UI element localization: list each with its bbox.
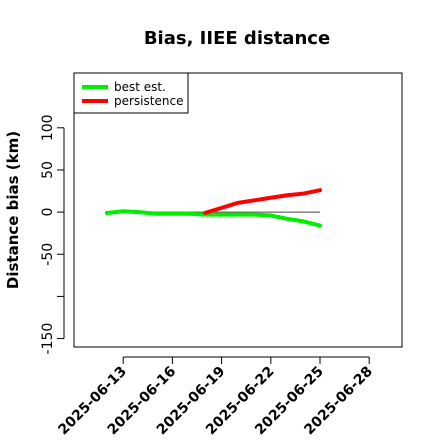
data-point-best-est xyxy=(303,220,305,222)
data-point-best-est xyxy=(106,212,108,214)
data-point-persistence xyxy=(303,193,305,195)
y-tick-label: 100 xyxy=(40,114,56,141)
series-line-persistence xyxy=(203,188,322,215)
y-axis-label: Distance bias (km) xyxy=(4,131,22,289)
data-point-best-est xyxy=(237,214,239,216)
data-point-best-est xyxy=(221,214,223,216)
data-point-best-est xyxy=(171,213,173,215)
data-point-best-est xyxy=(286,218,288,220)
data-point-best-est xyxy=(139,211,141,213)
data-point-best-est xyxy=(122,210,124,212)
data-point-persistence xyxy=(204,212,206,214)
data-point-best-est xyxy=(155,213,157,215)
legend-label-best-est: best est. xyxy=(114,80,166,94)
series-line-best-est xyxy=(104,209,322,228)
y-tick-label: -50 xyxy=(40,243,56,266)
data-point-persistence xyxy=(270,197,272,199)
plot-frame xyxy=(73,72,403,348)
legend-label-persistence: persistence xyxy=(114,94,183,108)
data-point-best-est xyxy=(253,214,255,216)
x-axis: 2025-06-132025-06-162025-06-192025-06-22… xyxy=(55,356,376,438)
y-tick-label: 50 xyxy=(40,161,56,179)
data-point-best-est xyxy=(188,213,190,215)
data-point-persistence xyxy=(319,189,321,191)
chart-title: Bias, IIEE distance xyxy=(144,28,330,49)
data-point-persistence xyxy=(253,199,255,201)
y-axis: -150 -50 0 50 100 xyxy=(40,114,65,355)
data-point-best-est xyxy=(270,214,272,216)
data-point-persistence xyxy=(221,207,223,209)
series-layer xyxy=(104,188,322,228)
y-tick-label: 0 xyxy=(40,208,56,217)
legend: best est. persistence xyxy=(73,72,189,114)
data-point-persistence xyxy=(237,202,239,204)
y-tick-label: -150 xyxy=(40,323,56,355)
legend-box xyxy=(73,72,189,114)
data-point-best-est xyxy=(319,225,321,227)
data-point-persistence xyxy=(286,194,288,196)
